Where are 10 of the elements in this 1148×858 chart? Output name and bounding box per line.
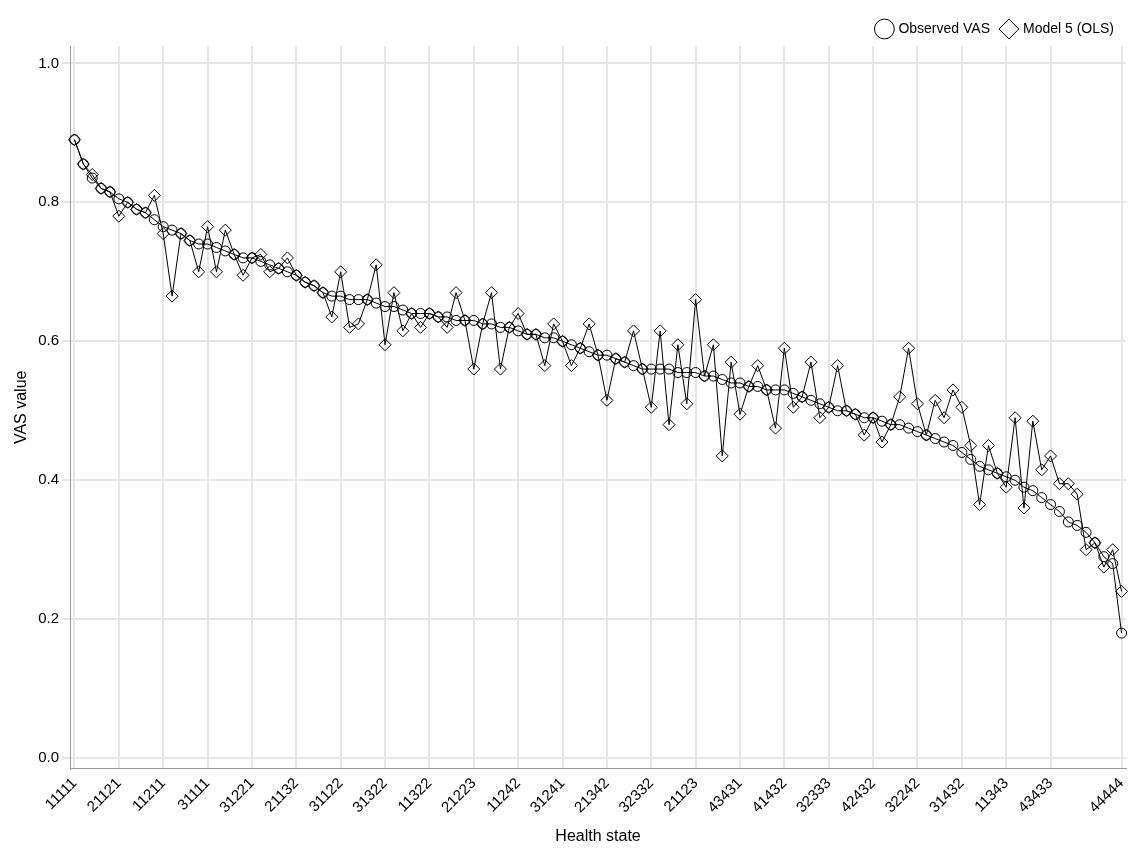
y-tick-label: 0.6	[38, 331, 60, 349]
y-tick-label: 0.8	[38, 192, 60, 210]
legend-label: Model 5 (OLS)	[1022, 19, 1115, 36]
y-axis-title: VAS value	[12, 370, 30, 445]
y-tick-label: 0.0	[38, 748, 60, 766]
x-axis-title: Health state	[555, 826, 641, 844]
y-tick-label: 1.0	[38, 53, 60, 71]
y-tick-label: 0.4	[38, 470, 60, 488]
legend-label: Observed VAS	[898, 19, 990, 36]
y-tick-label: 0.2	[38, 609, 60, 627]
